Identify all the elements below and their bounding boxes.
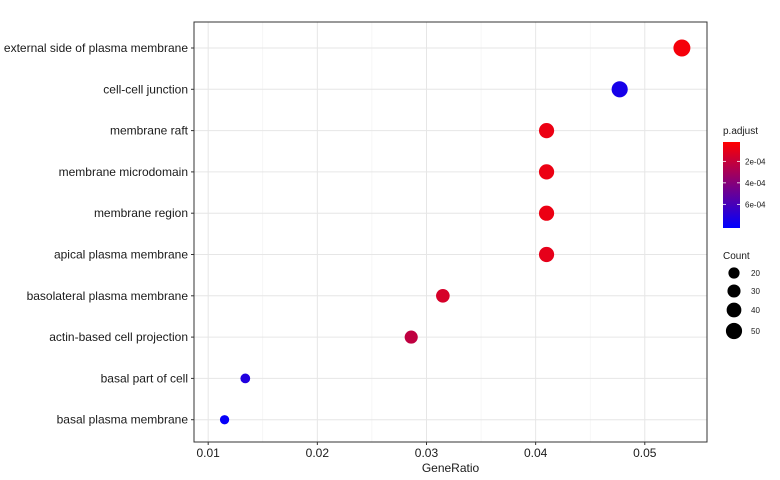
color-legend-label: 4e-04 [745, 179, 766, 188]
y-tick-label: basal part of cell [101, 371, 188, 385]
size-legend-label: 50 [751, 327, 760, 336]
legend: p.adjust Count 2e-04 4e-04 6e-04 20 30 40 50 [723, 126, 766, 340]
color-bar [723, 142, 740, 228]
y-tick-label: basolateral plasma membrane [27, 289, 189, 303]
color-legend-label: 6e-04 [745, 200, 766, 209]
data-point [404, 330, 418, 344]
y-tick-label: cell-cell junction [103, 82, 188, 96]
panel-background [194, 22, 707, 442]
size-legend-dot [727, 284, 741, 298]
y-tick-label: external side of plasma membrane [4, 41, 188, 55]
x-tick-label: 0.02 [306, 446, 330, 460]
plot-panel [194, 22, 707, 442]
data-point [611, 81, 628, 98]
x-axis-title: GeneRatio [422, 461, 480, 475]
x-tick-label: 0.04 [524, 446, 548, 460]
size-legend-label: 30 [751, 287, 760, 296]
data-point [219, 415, 230, 425]
data-point [436, 288, 450, 303]
x-tick-label: 0.01 [197, 446, 221, 460]
data-point [673, 39, 691, 57]
size-legend-title: Count [723, 251, 750, 262]
x-tick-label: 0.03 [415, 446, 439, 460]
x-axis: GeneRatio 0.01 0.02 0.03 0.04 0.05 [197, 442, 657, 475]
x-tick-label: 0.05 [633, 446, 657, 460]
y-tick-label: apical plasma membrane [54, 248, 188, 262]
data-points [219, 39, 691, 425]
color-legend-label: 2e-04 [745, 157, 766, 166]
size-legend-dot [728, 267, 740, 279]
size-legend-dot [725, 322, 743, 340]
y-axis: external side of plasma membrane cell-cel… [4, 41, 194, 427]
y-tick-label: membrane region [94, 206, 188, 220]
y-tick-label: membrane raft [110, 124, 189, 138]
panel-border [193, 21, 708, 443]
y-tick-label: basal plasma membrane [57, 413, 189, 427]
data-point [538, 246, 555, 263]
size-legend-label: 40 [751, 306, 760, 315]
data-point [538, 205, 555, 221]
data-point [538, 123, 555, 139]
y-tick-label: membrane microdomain [59, 165, 188, 179]
y-tick-label: actin-based cell projection [49, 330, 188, 344]
size-legend-label: 20 [751, 269, 760, 278]
size-legend-dot [726, 302, 742, 318]
data-point [240, 373, 251, 384]
grid-lines [194, 22, 707, 442]
data-point [538, 164, 555, 180]
color-legend-title: p.adjust [723, 126, 758, 137]
